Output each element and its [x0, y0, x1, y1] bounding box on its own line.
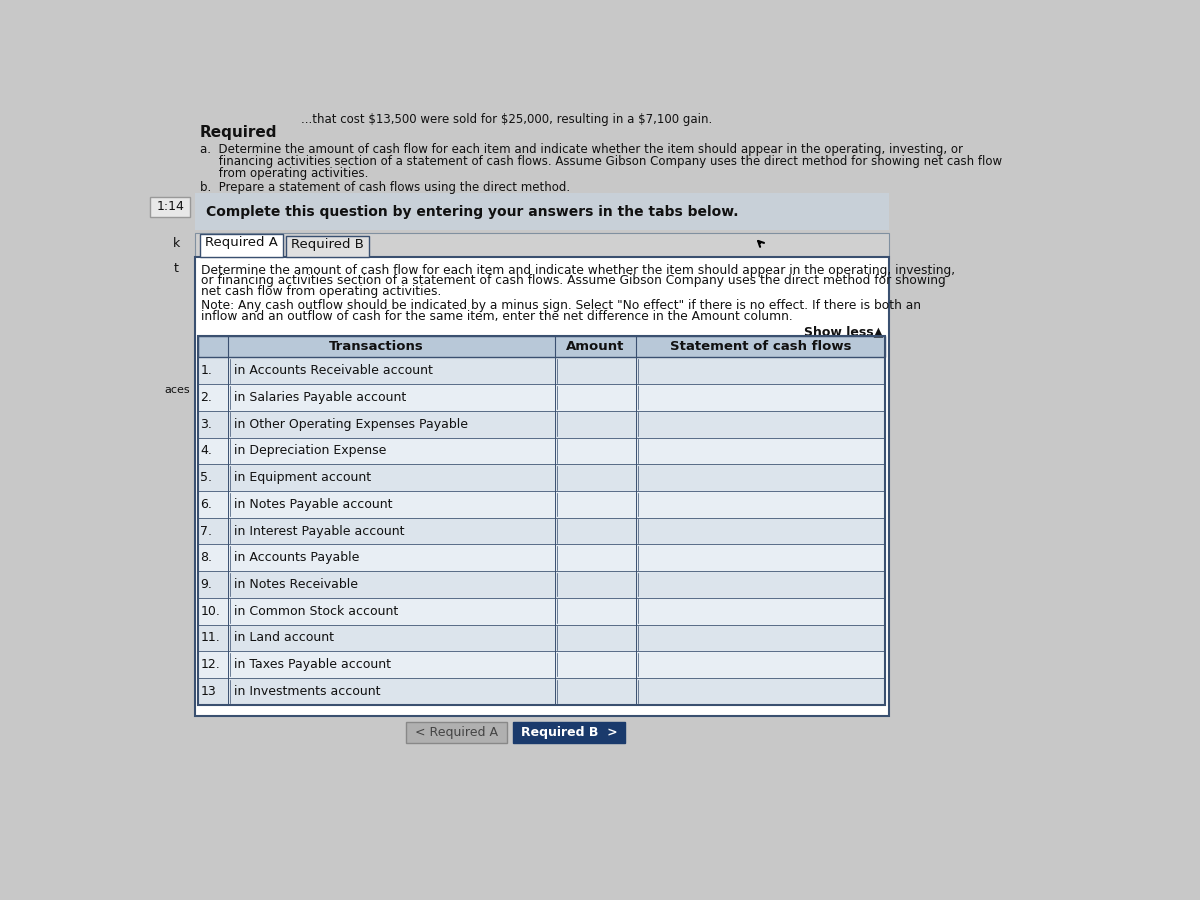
Text: in Accounts Payable: in Accounts Payable: [234, 552, 359, 564]
Text: or financing activities section of a statement of cash flows. Assume Gibson Comp: or financing activities section of a sta…: [202, 274, 946, 287]
Text: aces: aces: [164, 385, 190, 395]
Text: 2.: 2.: [200, 391, 212, 404]
Text: Note: Any cash outflow should be indicated by a minus sign. Select "No effect" i: Note: Any cash outflow should be indicat…: [202, 299, 922, 312]
Bar: [194, 233, 889, 259]
Text: a.  Determine the amount of cash flow for each item and indicate whether the ite: a. Determine the amount of cash flow for…: [199, 143, 962, 157]
Text: 6.: 6.: [200, 498, 212, 511]
Text: 1.: 1.: [200, 364, 212, 377]
Bar: [194, 257, 889, 716]
Text: in Land account: in Land account: [234, 632, 334, 644]
Text: b.  Prepare a statement of cash flows using the direct method.: b. Prepare a statement of cash flows usi…: [199, 181, 570, 194]
Bar: [198, 598, 884, 625]
Bar: [194, 193, 889, 230]
Text: 3.: 3.: [200, 418, 212, 431]
Text: in Accounts Receivable account: in Accounts Receivable account: [234, 364, 432, 377]
Text: Transactions: Transactions: [329, 340, 424, 353]
Text: Amount: Amount: [566, 340, 624, 353]
Text: 11.: 11.: [200, 632, 220, 644]
Text: 5.: 5.: [200, 472, 212, 484]
Bar: [286, 236, 370, 257]
Text: in Taxes Payable account: in Taxes Payable account: [234, 658, 391, 671]
Text: Determine the amount of cash flow for each item and indicate whether the item sh: Determine the amount of cash flow for ea…: [202, 264, 955, 276]
Text: inflow and an outflow of cash for the same item, enter the net difference in the: inflow and an outflow of cash for the sa…: [202, 310, 793, 323]
Text: in Common Stock account: in Common Stock account: [234, 605, 398, 617]
Text: Required: Required: [199, 125, 277, 140]
Bar: [198, 357, 884, 384]
Text: Complete this question by entering your answers in the tabs below.: Complete this question by entering your …: [206, 205, 738, 219]
Bar: [150, 196, 191, 217]
Text: 1:14: 1:14: [156, 200, 184, 213]
Text: ...that cost $13,500 were sold for $25,000, resulting in a $7,100 gain.: ...that cost $13,500 were sold for $25,0…: [301, 112, 713, 126]
Bar: [198, 411, 884, 437]
Text: 13: 13: [200, 685, 216, 698]
Bar: [198, 544, 884, 572]
Bar: [198, 678, 884, 705]
Text: in Salaries Payable account: in Salaries Payable account: [234, 391, 406, 404]
Text: in Investments account: in Investments account: [234, 685, 380, 698]
Text: < Required A: < Required A: [415, 726, 498, 739]
Bar: [198, 336, 884, 357]
Text: 12.: 12.: [200, 658, 220, 671]
Text: 10.: 10.: [200, 605, 221, 617]
Bar: [198, 491, 884, 518]
Text: in Interest Payable account: in Interest Payable account: [234, 525, 404, 537]
Text: in Notes Receivable: in Notes Receivable: [234, 578, 358, 591]
Text: 4.: 4.: [200, 445, 212, 457]
Text: t: t: [173, 262, 178, 275]
Bar: [199, 234, 283, 257]
Text: Show less▲: Show less▲: [804, 325, 883, 338]
Text: in Equipment account: in Equipment account: [234, 472, 371, 484]
Text: net cash flow from operating activities.: net cash flow from operating activities.: [202, 285, 442, 298]
Bar: [198, 572, 884, 598]
Text: 8.: 8.: [200, 552, 212, 564]
Bar: [198, 652, 884, 678]
Text: k: k: [173, 238, 180, 250]
Text: Required B: Required B: [292, 238, 364, 251]
Text: in Other Operating Expenses Payable: in Other Operating Expenses Payable: [234, 418, 468, 431]
Text: in Depreciation Expense: in Depreciation Expense: [234, 445, 386, 457]
Text: Required B  >: Required B >: [521, 726, 617, 739]
Bar: [198, 625, 884, 652]
Bar: [198, 518, 884, 544]
Text: from operating activities.: from operating activities.: [199, 166, 368, 179]
Bar: [198, 464, 884, 491]
Text: financing activities section of a statement of cash flows. Assume Gibson Company: financing activities section of a statem…: [199, 155, 1002, 168]
Bar: [512, 722, 625, 743]
Text: 9.: 9.: [200, 578, 212, 591]
Text: Statement of cash flows: Statement of cash flows: [670, 340, 851, 353]
Bar: [406, 722, 506, 743]
Bar: [198, 437, 884, 464]
Text: Required A: Required A: [205, 236, 278, 249]
Bar: [198, 384, 884, 411]
Text: in Notes Payable account: in Notes Payable account: [234, 498, 392, 511]
Text: 7.: 7.: [200, 525, 212, 537]
Bar: [198, 336, 884, 705]
